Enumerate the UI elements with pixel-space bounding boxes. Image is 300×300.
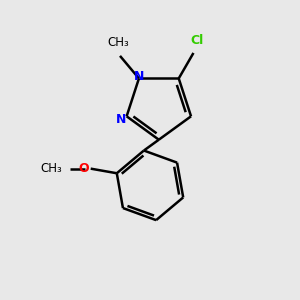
Text: Cl: Cl <box>190 34 204 47</box>
Text: CH₃: CH₃ <box>40 162 62 175</box>
Text: N: N <box>116 113 127 126</box>
Text: O: O <box>79 162 89 175</box>
Text: N: N <box>134 70 144 83</box>
Text: CH₃: CH₃ <box>108 36 129 50</box>
